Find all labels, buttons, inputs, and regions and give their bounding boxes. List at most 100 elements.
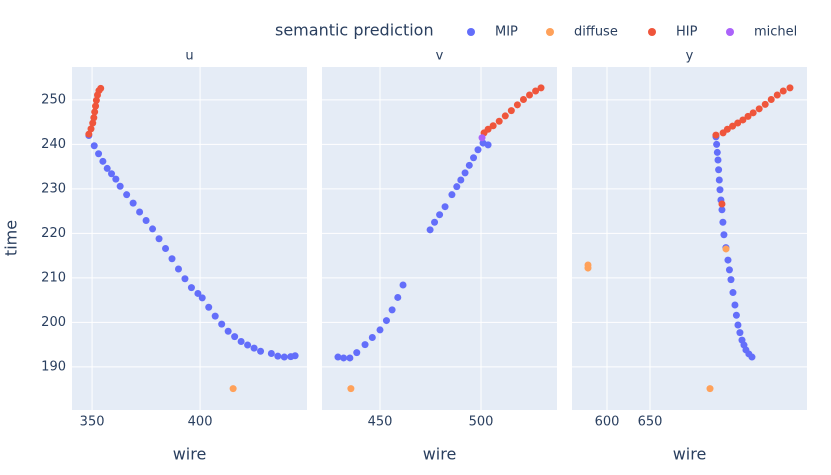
point bbox=[136, 208, 144, 216]
point bbox=[706, 385, 714, 393]
point bbox=[95, 150, 103, 158]
plot-area bbox=[72, 67, 307, 410]
point bbox=[91, 108, 99, 116]
point bbox=[174, 265, 182, 273]
point bbox=[461, 169, 469, 177]
point bbox=[732, 311, 740, 319]
point bbox=[773, 91, 781, 99]
point bbox=[123, 191, 131, 199]
legend-label[interactable]: diffuse bbox=[574, 25, 618, 40]
point bbox=[513, 101, 521, 109]
legend-label[interactable]: HIP bbox=[676, 25, 698, 40]
point bbox=[457, 176, 465, 184]
y-axis-label: time bbox=[2, 220, 21, 256]
point bbox=[761, 100, 769, 108]
legend-marker[interactable] bbox=[467, 28, 475, 36]
legend-title: semantic prediction bbox=[275, 21, 434, 40]
point bbox=[436, 211, 444, 219]
point bbox=[584, 264, 592, 272]
point bbox=[727, 276, 735, 284]
point bbox=[187, 284, 195, 292]
point bbox=[729, 122, 737, 130]
point bbox=[205, 303, 213, 311]
point bbox=[507, 107, 515, 115]
point bbox=[734, 119, 742, 127]
y-tick-label: 250 bbox=[41, 92, 66, 107]
point bbox=[224, 327, 232, 335]
point bbox=[244, 341, 252, 349]
point bbox=[715, 166, 723, 174]
point bbox=[257, 347, 265, 355]
point bbox=[748, 353, 756, 361]
point bbox=[211, 312, 219, 320]
x-axis-label: wire bbox=[173, 445, 207, 464]
point bbox=[346, 354, 354, 362]
point bbox=[198, 294, 206, 302]
point bbox=[755, 105, 763, 113]
point bbox=[716, 186, 724, 194]
point bbox=[181, 275, 189, 283]
point bbox=[719, 218, 727, 226]
point bbox=[718, 200, 726, 208]
point bbox=[142, 216, 150, 224]
legend-marker[interactable] bbox=[546, 28, 554, 36]
plot-area bbox=[572, 67, 807, 410]
point bbox=[334, 353, 342, 361]
point bbox=[470, 154, 478, 162]
legend-label[interactable]: michel bbox=[754, 25, 797, 40]
point bbox=[729, 289, 737, 297]
point bbox=[489, 122, 497, 130]
point bbox=[85, 130, 93, 138]
point bbox=[749, 109, 757, 117]
legend-marker[interactable] bbox=[726, 28, 734, 36]
y-tick-label: 240 bbox=[41, 137, 66, 152]
x-tick-label: 400 bbox=[188, 415, 213, 430]
point bbox=[526, 91, 534, 99]
point bbox=[168, 255, 176, 263]
point bbox=[129, 199, 137, 207]
point bbox=[353, 349, 361, 357]
point bbox=[441, 203, 449, 211]
point bbox=[280, 353, 288, 361]
point bbox=[155, 235, 163, 243]
point bbox=[478, 134, 486, 142]
point bbox=[734, 321, 742, 329]
point bbox=[361, 341, 369, 349]
point bbox=[116, 182, 124, 190]
y-tick-label: 190 bbox=[41, 359, 66, 374]
point bbox=[724, 256, 732, 264]
point bbox=[519, 95, 527, 103]
legend-label[interactable]: MIP bbox=[495, 25, 518, 40]
point bbox=[484, 141, 492, 149]
point bbox=[108, 170, 116, 178]
x-tick-label: 350 bbox=[80, 415, 105, 430]
point bbox=[274, 352, 282, 360]
point bbox=[484, 125, 492, 133]
point bbox=[537, 84, 545, 92]
x-tick-label: 500 bbox=[469, 415, 494, 430]
point bbox=[712, 131, 720, 139]
point bbox=[218, 320, 226, 328]
point bbox=[92, 102, 100, 110]
y-tick-label: 200 bbox=[41, 315, 66, 330]
point bbox=[229, 385, 237, 393]
point bbox=[103, 164, 111, 172]
x-axis-label: wire bbox=[673, 445, 707, 464]
point bbox=[713, 148, 721, 156]
point bbox=[162, 245, 170, 253]
point bbox=[99, 157, 107, 165]
point bbox=[448, 191, 456, 199]
x-tick-label: 650 bbox=[638, 415, 663, 430]
point bbox=[714, 156, 722, 164]
point bbox=[465, 161, 473, 169]
point bbox=[532, 87, 540, 95]
point bbox=[376, 326, 384, 334]
point bbox=[718, 206, 726, 214]
point bbox=[720, 231, 728, 239]
facet-title: v bbox=[436, 49, 444, 64]
point bbox=[744, 112, 752, 120]
point bbox=[474, 146, 482, 154]
point bbox=[149, 225, 157, 233]
point bbox=[388, 306, 396, 314]
legend-marker[interactable] bbox=[648, 28, 656, 36]
